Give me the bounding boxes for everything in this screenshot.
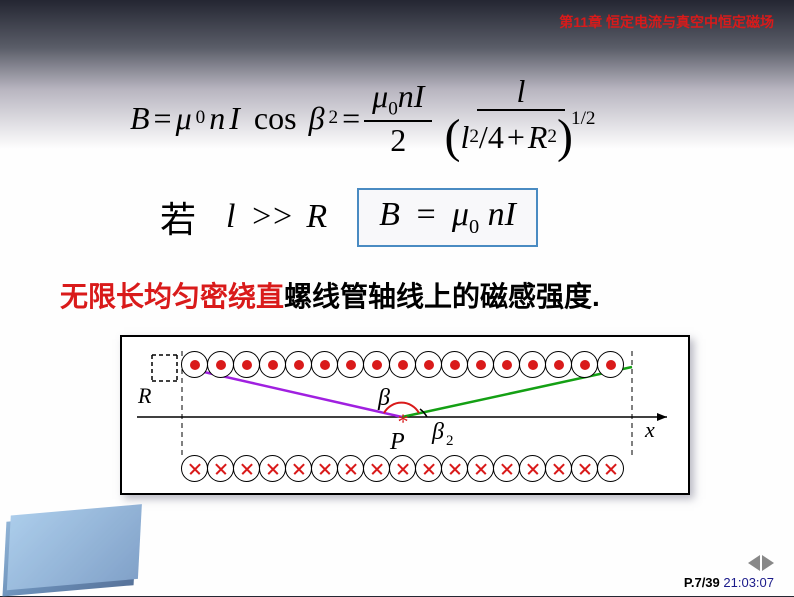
var-mu: μ xyxy=(176,100,192,137)
label-beta2: β2 xyxy=(432,419,453,450)
coil-dot xyxy=(467,351,494,378)
top-coil-row xyxy=(182,351,624,378)
description: 无限长均匀密绕直螺线管轴线上的磁感强度. xyxy=(60,275,600,315)
var-B: B xyxy=(130,100,150,137)
coil-cross xyxy=(259,455,286,482)
coil-cross xyxy=(441,455,468,482)
arrow-left-icon[interactable] xyxy=(748,555,760,571)
label-ruo: 若 xyxy=(160,191,196,243)
coil-dot xyxy=(493,351,520,378)
chapter-title: 第11章 恒定电流与真空中恒定磁场 xyxy=(559,12,774,32)
coil-cross xyxy=(207,455,234,482)
coil-dot xyxy=(311,351,338,378)
equation-1: B = μ0 n I cos β2 = μ0nI 2 l ( l2 / 4 + … xyxy=(130,75,606,161)
coil-dot xyxy=(285,351,312,378)
coil-dot xyxy=(337,351,364,378)
coil-dot xyxy=(415,351,442,378)
coil-cross xyxy=(415,455,442,482)
nav-arrows[interactable] xyxy=(748,555,774,571)
bottom-coil-row xyxy=(182,455,624,482)
sub-2: 2 xyxy=(329,107,339,129)
fraction-2: l ( l2 / 4 + R2 ) 1/2 xyxy=(436,75,605,161)
equals-2: = xyxy=(342,100,360,137)
coil-dot xyxy=(545,351,572,378)
coil-cross xyxy=(337,455,364,482)
equals: = xyxy=(154,100,172,137)
page-number: P.7/39 xyxy=(684,575,720,590)
coil-cross xyxy=(181,455,208,482)
label-beta: β xyxy=(378,385,390,412)
coil-dot xyxy=(571,351,598,378)
coil-cross xyxy=(389,455,416,482)
sub-0: 0 xyxy=(196,107,206,129)
arrow-right-icon[interactable] xyxy=(762,555,774,571)
coil-dot xyxy=(259,351,286,378)
coil-dot xyxy=(519,351,546,378)
coil-cross xyxy=(545,455,572,482)
label-R: R xyxy=(138,383,151,409)
var-I: I xyxy=(229,100,240,137)
coil-dot xyxy=(441,351,468,378)
desc-red: 无限长均匀密绕直 xyxy=(60,281,284,312)
condition: l >> R xyxy=(226,198,327,236)
coil-dot xyxy=(233,351,260,378)
coil-cross xyxy=(467,455,494,482)
coil-cross xyxy=(571,455,598,482)
var-beta: β xyxy=(309,100,325,137)
footer: P.7/39 21:03:07 xyxy=(684,575,774,590)
coil-dot xyxy=(363,351,390,378)
coil-cross xyxy=(311,455,338,482)
coil-cross xyxy=(363,455,390,482)
book-decoration xyxy=(2,510,137,596)
cos: cos xyxy=(254,100,297,137)
coil-dot xyxy=(597,351,624,378)
coil-cross xyxy=(233,455,260,482)
boxed-equation: B = μ0 nI xyxy=(357,188,538,247)
label-x: x xyxy=(645,417,655,443)
coil-dot xyxy=(181,351,208,378)
coil-cross xyxy=(597,455,624,482)
coil-cross xyxy=(493,455,520,482)
fraction-1: μ0nI 2 xyxy=(364,80,432,157)
desc-black: 螺线管轴线上的磁感强度. xyxy=(284,281,600,312)
coil-dot xyxy=(207,351,234,378)
equation-2-row: 若 l >> R B = μ0 nI xyxy=(160,188,538,247)
var-n: n xyxy=(209,100,225,137)
timestamp: 21:03:07 xyxy=(720,575,774,590)
coil-cross xyxy=(285,455,312,482)
label-P: P xyxy=(390,429,405,456)
coil-cross xyxy=(519,455,546,482)
solenoid-diagram: * R β β2 P x xyxy=(120,335,690,495)
coil-dot xyxy=(389,351,416,378)
